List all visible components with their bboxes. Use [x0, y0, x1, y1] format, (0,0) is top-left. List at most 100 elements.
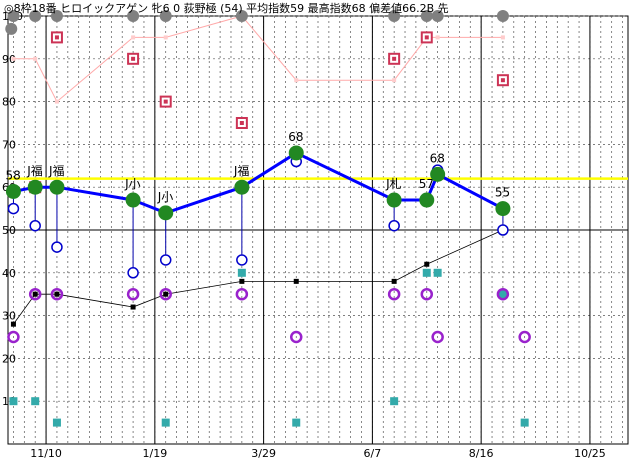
point-pink	[11, 56, 16, 61]
series-line-black	[13, 229, 504, 325]
point-blue-circle	[497, 224, 509, 236]
point-black	[130, 304, 136, 310]
point-main	[27, 179, 43, 195]
point-main-label: 55	[495, 186, 510, 200]
y-tick-label: 80	[2, 96, 16, 109]
point-teal-square	[498, 290, 507, 299]
point-main	[430, 166, 446, 182]
point-main	[5, 183, 21, 199]
point-main-label: 57	[419, 177, 434, 191]
point-main-label: 68	[288, 130, 303, 144]
point-gray	[420, 10, 433, 22]
y-tick-label: 70	[2, 138, 16, 151]
point-teal-square	[31, 397, 40, 406]
point-black	[293, 278, 299, 284]
point-main-label: 68	[430, 151, 445, 165]
point-purple-circle	[387, 287, 401, 301]
point-gray	[388, 10, 401, 22]
point-black	[391, 278, 397, 284]
point-pink	[131, 35, 136, 40]
point-teal-square	[292, 418, 301, 427]
point-main-label: J小	[157, 190, 174, 204]
point-gray	[431, 10, 444, 22]
point-main	[288, 145, 304, 161]
point-purple-circle	[7, 330, 20, 344]
y-tick-label: 40	[2, 267, 16, 280]
x-tick-label: 10/25	[574, 447, 606, 460]
point-main	[125, 192, 141, 208]
point-blue-circle	[51, 241, 63, 253]
point-purple-circle	[28, 287, 42, 301]
point-pink	[163, 35, 168, 40]
point-purple-circle	[159, 287, 172, 301]
x-tick-label: 3/29	[251, 447, 276, 460]
y-tick-label: 90	[2, 53, 16, 66]
point-black	[54, 291, 60, 297]
point-gray	[235, 10, 248, 22]
point-pink	[500, 35, 505, 40]
point-main	[495, 201, 511, 217]
point-main	[419, 192, 435, 208]
point-red-square-center	[131, 56, 136, 61]
point-pink	[54, 99, 59, 104]
x-tick-label: 1/19	[142, 447, 167, 460]
point-gray	[29, 10, 42, 22]
point-gray	[50, 10, 63, 22]
point-purple-circle	[289, 330, 303, 344]
point-teal-square	[52, 418, 61, 427]
point-black	[10, 321, 16, 327]
point-black	[239, 278, 245, 284]
point-gray	[127, 10, 140, 22]
point-purple-circle	[126, 287, 140, 301]
point-red-square-center	[163, 99, 168, 104]
point-gray	[159, 10, 172, 22]
point-main	[234, 179, 250, 195]
point-main-label: 58	[5, 168, 20, 182]
point-purple-circle	[431, 330, 444, 344]
point-black	[32, 291, 38, 297]
point-red-square-center	[424, 35, 429, 40]
point-blue-circle	[388, 219, 400, 232]
point-main-label: J福	[233, 163, 250, 178]
point-blue-circle	[7, 202, 20, 215]
point-main-label: J札	[385, 177, 402, 191]
point-purple-circle	[518, 330, 531, 344]
point-blue-circle	[159, 254, 172, 266]
point-blue-circle	[127, 267, 139, 279]
point-teal-square	[390, 397, 399, 406]
point-main	[49, 179, 65, 195]
point-blue-circle	[29, 219, 41, 232]
point-red-square-center	[54, 35, 59, 40]
point-main-label: J福	[48, 163, 65, 178]
point-teal-square	[520, 418, 529, 427]
y-tick-label: 20	[2, 352, 16, 365]
point-teal-square	[161, 418, 170, 427]
point-pink	[294, 78, 299, 83]
x-tick-label: 6/7	[364, 447, 382, 460]
point-red-square-center	[500, 78, 505, 83]
point-pink	[392, 78, 397, 83]
point-main	[158, 205, 174, 221]
point-purple-circle	[420, 287, 434, 301]
point-teal-square	[9, 397, 18, 406]
point-main-label: J福	[26, 163, 43, 178]
point-red-square-center	[239, 121, 244, 125]
chart-title: ◎8枠18番 ヒロイックアゲン 牝6 0 荻野極 (54) 平均指数59 最高指…	[4, 2, 449, 15]
point-gray	[5, 22, 18, 35]
point-black	[163, 291, 169, 297]
point-teal-square	[422, 268, 431, 277]
y-tick-label: 30	[2, 310, 16, 323]
point-gray	[496, 10, 509, 22]
point-purple-circle	[496, 287, 510, 301]
point-purple-circle	[50, 287, 64, 301]
x-tick-label: 8/16	[469, 447, 494, 460]
point-pink	[33, 56, 38, 61]
point-teal-square	[237, 268, 246, 277]
point-main-label: J小	[124, 177, 141, 191]
point-main	[386, 192, 402, 208]
point-red-square-center	[392, 56, 397, 61]
x-tick-label: 11/10	[30, 447, 62, 460]
point-purple-circle	[235, 287, 249, 301]
point-black	[424, 261, 430, 267]
